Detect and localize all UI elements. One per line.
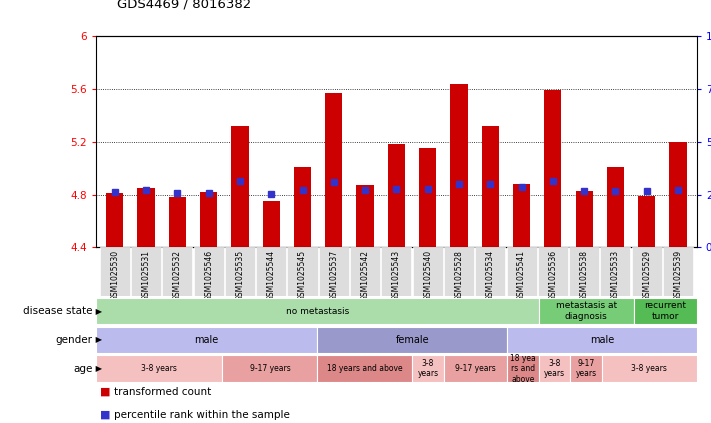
Text: GSM1025540: GSM1025540	[423, 250, 432, 301]
Text: ▶: ▶	[93, 335, 102, 344]
Text: GSM1025532: GSM1025532	[173, 250, 182, 301]
Text: GSM1025528: GSM1025528	[454, 250, 464, 301]
Text: recurrent
tumor: recurrent tumor	[644, 302, 686, 321]
FancyBboxPatch shape	[569, 247, 599, 296]
Text: 3-8 years: 3-8 years	[631, 364, 668, 373]
Bar	[294, 167, 311, 247]
Bar	[513, 184, 530, 247]
FancyBboxPatch shape	[319, 247, 349, 296]
Bar	[169, 197, 186, 247]
Text: GSM1025539: GSM1025539	[673, 250, 683, 301]
Text: GSM1025545: GSM1025545	[298, 250, 307, 301]
Text: GSM1025541: GSM1025541	[517, 250, 526, 301]
FancyBboxPatch shape	[193, 247, 224, 296]
FancyBboxPatch shape	[570, 355, 602, 382]
FancyBboxPatch shape	[412, 355, 444, 382]
FancyBboxPatch shape	[96, 298, 539, 324]
Text: GSM1025544: GSM1025544	[267, 250, 276, 301]
Bar	[106, 193, 124, 247]
Text: age: age	[73, 364, 92, 374]
Text: GSM1025535: GSM1025535	[235, 250, 245, 301]
Bar	[638, 196, 656, 247]
Text: GSM1025536: GSM1025536	[548, 250, 557, 301]
Bar	[419, 148, 437, 247]
FancyBboxPatch shape	[600, 247, 631, 296]
Text: ■: ■	[100, 387, 110, 397]
Text: transformed count: transformed count	[114, 387, 211, 397]
Bar	[325, 93, 343, 247]
FancyBboxPatch shape	[539, 298, 634, 324]
Text: GSM1025542: GSM1025542	[360, 250, 370, 301]
FancyBboxPatch shape	[381, 247, 412, 296]
Text: 9-17 years: 9-17 years	[455, 364, 496, 373]
Text: GSM1025546: GSM1025546	[204, 250, 213, 301]
FancyBboxPatch shape	[631, 247, 662, 296]
Bar	[200, 192, 218, 247]
Text: GSM1025533: GSM1025533	[611, 250, 620, 301]
Text: disease state: disease state	[23, 306, 92, 316]
FancyBboxPatch shape	[100, 247, 130, 296]
Text: GSM1025543: GSM1025543	[392, 250, 401, 301]
FancyBboxPatch shape	[350, 247, 380, 296]
Bar	[544, 90, 562, 247]
FancyBboxPatch shape	[256, 247, 287, 296]
FancyBboxPatch shape	[602, 355, 697, 382]
FancyBboxPatch shape	[317, 355, 412, 382]
FancyBboxPatch shape	[223, 355, 317, 382]
Bar	[356, 185, 374, 247]
Text: GSM1025534: GSM1025534	[486, 250, 495, 301]
Text: 9-17 years: 9-17 years	[250, 364, 290, 373]
Text: male: male	[590, 335, 614, 345]
FancyBboxPatch shape	[96, 355, 223, 382]
Text: GSM1025531: GSM1025531	[141, 250, 151, 301]
Text: percentile rank within the sample: percentile rank within the sample	[114, 410, 289, 420]
FancyBboxPatch shape	[538, 247, 568, 296]
Text: female: female	[395, 335, 429, 345]
FancyBboxPatch shape	[663, 247, 693, 296]
FancyBboxPatch shape	[506, 247, 537, 296]
Text: 18 yea
rs and
above: 18 yea rs and above	[510, 354, 536, 384]
FancyBboxPatch shape	[96, 327, 317, 353]
Bar	[137, 188, 155, 247]
Text: gender: gender	[55, 335, 92, 345]
FancyBboxPatch shape	[444, 355, 507, 382]
Text: male: male	[195, 335, 219, 345]
FancyBboxPatch shape	[539, 355, 570, 382]
FancyBboxPatch shape	[412, 247, 443, 296]
Bar	[387, 144, 405, 247]
Text: 3-8
years: 3-8 years	[544, 359, 565, 378]
Text: metastasis at
diagnosis: metastasis at diagnosis	[555, 302, 616, 321]
Text: 18 years and above: 18 years and above	[327, 364, 402, 373]
Bar	[262, 201, 280, 247]
Bar	[231, 126, 249, 247]
Bar	[450, 84, 468, 247]
Text: no metastasis: no metastasis	[286, 307, 349, 316]
Text: 3-8
years: 3-8 years	[417, 359, 439, 378]
Bar	[575, 191, 593, 247]
Text: ▶: ▶	[93, 307, 102, 316]
Text: 9-17
years: 9-17 years	[575, 359, 597, 378]
Text: GDS4469 / 8016382: GDS4469 / 8016382	[117, 0, 252, 11]
FancyBboxPatch shape	[225, 247, 255, 296]
FancyBboxPatch shape	[475, 247, 506, 296]
FancyBboxPatch shape	[317, 327, 507, 353]
Text: GSM1025530: GSM1025530	[110, 250, 119, 301]
Text: GSM1025537: GSM1025537	[329, 250, 338, 301]
FancyBboxPatch shape	[634, 298, 697, 324]
Text: ▶: ▶	[93, 364, 102, 373]
Bar	[606, 167, 624, 247]
Text: ■: ■	[100, 410, 110, 420]
FancyBboxPatch shape	[131, 247, 161, 296]
FancyBboxPatch shape	[507, 327, 697, 353]
FancyBboxPatch shape	[444, 247, 474, 296]
FancyBboxPatch shape	[162, 247, 193, 296]
FancyBboxPatch shape	[507, 355, 539, 382]
Text: GSM1025538: GSM1025538	[579, 250, 589, 301]
Bar	[669, 142, 687, 247]
Bar	[481, 126, 499, 247]
FancyBboxPatch shape	[287, 247, 318, 296]
Text: GSM1025529: GSM1025529	[642, 250, 651, 301]
Text: 3-8 years: 3-8 years	[141, 364, 177, 373]
